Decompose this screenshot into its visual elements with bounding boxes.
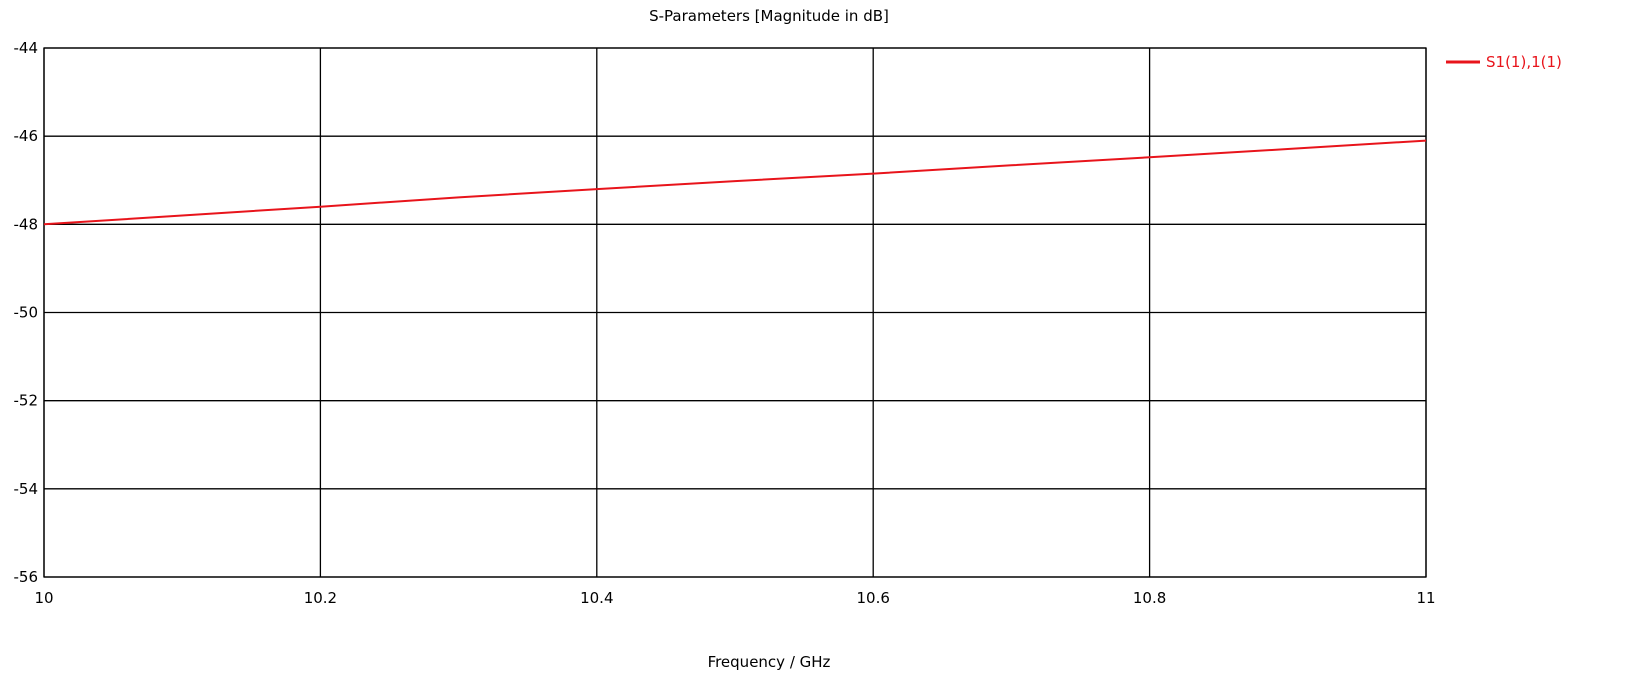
x-axis-label: Frequency / GHz — [708, 653, 831, 671]
grid-layer — [43, 47, 1427, 578]
legend: S1(1),1(1) — [1446, 53, 1562, 71]
y-tick-label: -46 — [14, 127, 39, 145]
y-tick-label: -52 — [14, 392, 39, 410]
y-tick-label: -48 — [14, 215, 39, 233]
y-tick-label: -44 — [14, 39, 39, 57]
y-tick-label: -54 — [14, 480, 39, 498]
plot-frame — [43, 47, 1427, 578]
series-line — [43, 139, 1427, 226]
legend-label: S1(1),1(1) — [1486, 53, 1562, 71]
x-tick-label: 10.6 — [856, 589, 889, 607]
x-tick-label: 10.4 — [580, 589, 613, 607]
chart-title: S-Parameters [Magnitude in dB] — [649, 7, 889, 25]
series-layer — [43, 139, 1427, 226]
x-tick-label: 11 — [1416, 589, 1435, 607]
x-tick-label: 10.8 — [1133, 589, 1166, 607]
tick-labels: -56 -54 -52 -50 -48 -46 -44 10 10.2 10.4 10.6 10.8 1… — [14, 39, 1436, 607]
x-tick-label: 10 — [34, 589, 53, 607]
x-tick-label: 10.2 — [304, 589, 337, 607]
y-tick-label: -50 — [14, 304, 39, 322]
y-tick-label: -56 — [14, 568, 39, 586]
